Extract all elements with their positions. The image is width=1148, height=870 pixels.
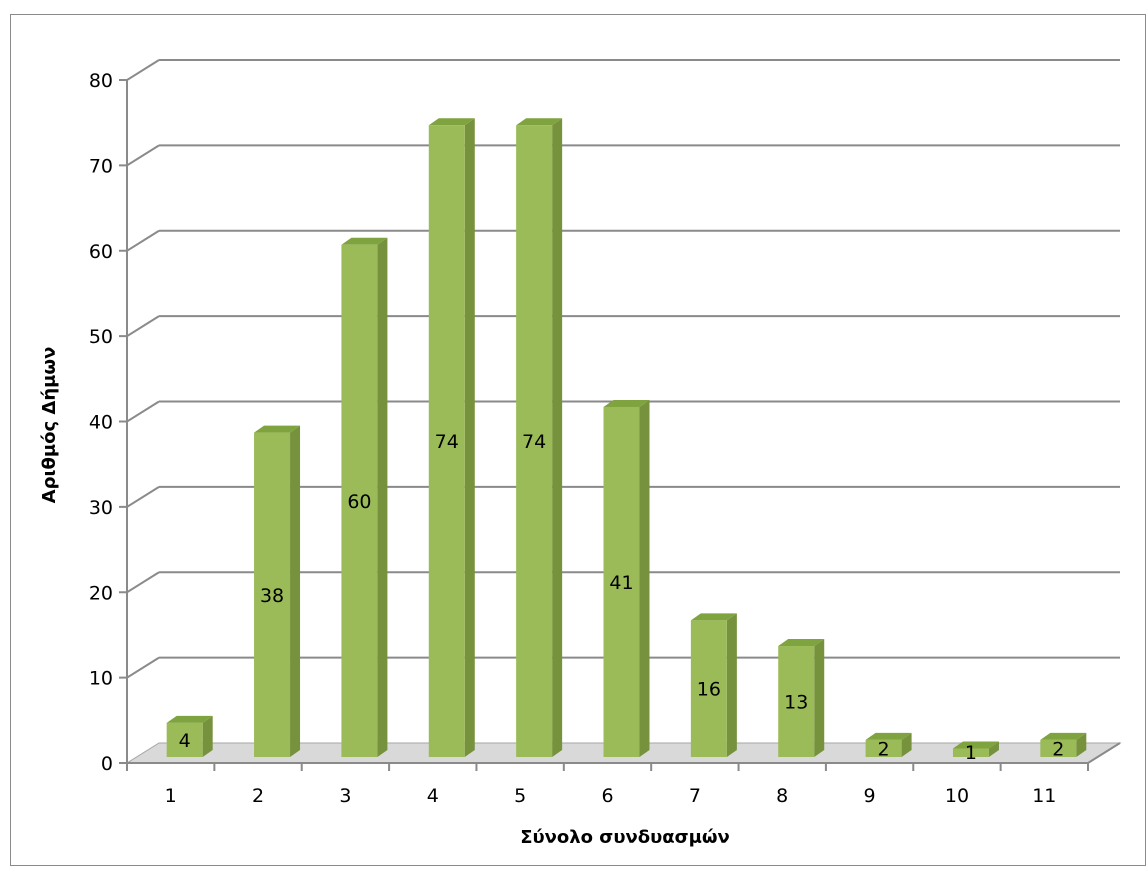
bar-front xyxy=(166,722,203,757)
bar-front xyxy=(690,620,727,757)
data-label: 38 xyxy=(260,585,284,607)
bar xyxy=(690,613,737,757)
y-tick-label: 40 xyxy=(89,412,113,434)
y-tick-label: 50 xyxy=(89,326,113,348)
bar-front xyxy=(1040,739,1077,757)
y-tick-label: 20 xyxy=(89,582,113,604)
bar-side xyxy=(639,399,650,757)
y-tick-label: 60 xyxy=(89,241,113,263)
bar-side xyxy=(988,741,999,757)
bar-top xyxy=(254,425,301,433)
data-label: 60 xyxy=(347,491,371,513)
bar xyxy=(166,715,213,757)
x-tick-label: 5 xyxy=(514,785,526,807)
bar-top xyxy=(341,237,388,245)
x-tick-label: 4 xyxy=(427,785,439,807)
x-tick-label: 2 xyxy=(252,785,264,807)
bar xyxy=(428,118,475,758)
y-tick-label: 70 xyxy=(89,155,113,177)
bar-side xyxy=(290,425,301,757)
y-tick-label: 0 xyxy=(101,753,113,775)
y-tick-label: 10 xyxy=(89,668,113,690)
bar-front xyxy=(778,646,815,757)
gridline-depth xyxy=(126,400,160,423)
x-tick-label: 11 xyxy=(1032,785,1056,807)
bar xyxy=(1040,732,1087,757)
bar-side xyxy=(814,639,825,757)
bar-top xyxy=(428,118,475,126)
x-axis-title: Σύνολο συνδυασμών xyxy=(520,827,730,848)
data-label: 13 xyxy=(784,692,808,714)
bar-top xyxy=(778,639,825,647)
bar-side xyxy=(552,118,563,758)
bar xyxy=(952,741,999,757)
bar-front xyxy=(516,125,553,758)
x-tick-label: 8 xyxy=(776,785,788,807)
data-label: 41 xyxy=(609,572,633,594)
bar-front xyxy=(254,432,291,757)
bar-side xyxy=(464,118,475,758)
gridline-depth xyxy=(126,229,160,252)
y-axis-title: Αριθμός Δήμων xyxy=(39,347,60,504)
data-label: 74 xyxy=(522,431,546,453)
bar-top xyxy=(952,741,999,749)
x-tick-label: 7 xyxy=(689,785,701,807)
bar-top xyxy=(603,399,650,407)
bar xyxy=(254,425,301,757)
x-tick-label: 1 xyxy=(165,785,177,807)
data-label: 2 xyxy=(878,738,890,760)
bar xyxy=(341,237,388,757)
bar-front xyxy=(952,748,989,757)
bar-front xyxy=(865,739,902,757)
bar-side xyxy=(1076,732,1087,757)
bar-front xyxy=(603,406,640,757)
x-axis-depth-line xyxy=(1087,742,1121,764)
data-label: 2 xyxy=(1052,738,1064,760)
bar xyxy=(603,399,650,757)
data-label: 4 xyxy=(179,730,191,752)
axes: 0 10 20 30 40 50 60 70 80 1 2 3 4 5 6 7 8 9 10 11 xyxy=(89,70,1121,807)
gridline-depth xyxy=(126,571,160,594)
gridline-depth xyxy=(126,315,160,337)
bar-side xyxy=(901,732,912,757)
y-tick-label: 80 xyxy=(89,70,113,92)
gridline-depth xyxy=(126,486,160,508)
data-label: 74 xyxy=(435,431,459,453)
bar-side xyxy=(202,715,213,757)
gridline-depth xyxy=(126,59,160,81)
data-labels: 4 38 60 74 74 41 16 13 2 1 2 xyxy=(179,431,1065,764)
x-tick-label: 9 xyxy=(864,785,876,807)
x-tick-label: 3 xyxy=(339,785,351,807)
y-tick-label: 30 xyxy=(89,497,113,519)
bar-top xyxy=(166,715,213,723)
gridline-depth xyxy=(126,656,160,679)
gridline-depth xyxy=(126,144,160,167)
x-tick-label: 10 xyxy=(945,785,969,807)
bar xyxy=(516,118,563,758)
bar xyxy=(778,639,825,757)
data-label: 1 xyxy=(965,742,977,764)
bar-front xyxy=(341,244,378,757)
bar xyxy=(865,732,912,757)
data-label: 16 xyxy=(697,679,721,701)
bar-top xyxy=(690,613,737,621)
bar-front xyxy=(428,125,465,758)
x-tick-label: 6 xyxy=(601,785,613,807)
bar-top xyxy=(516,118,563,126)
bar-top xyxy=(865,732,912,740)
bar-side xyxy=(377,237,388,757)
bars xyxy=(166,118,1087,758)
bar-top xyxy=(1040,732,1087,740)
bar-side xyxy=(726,613,737,757)
